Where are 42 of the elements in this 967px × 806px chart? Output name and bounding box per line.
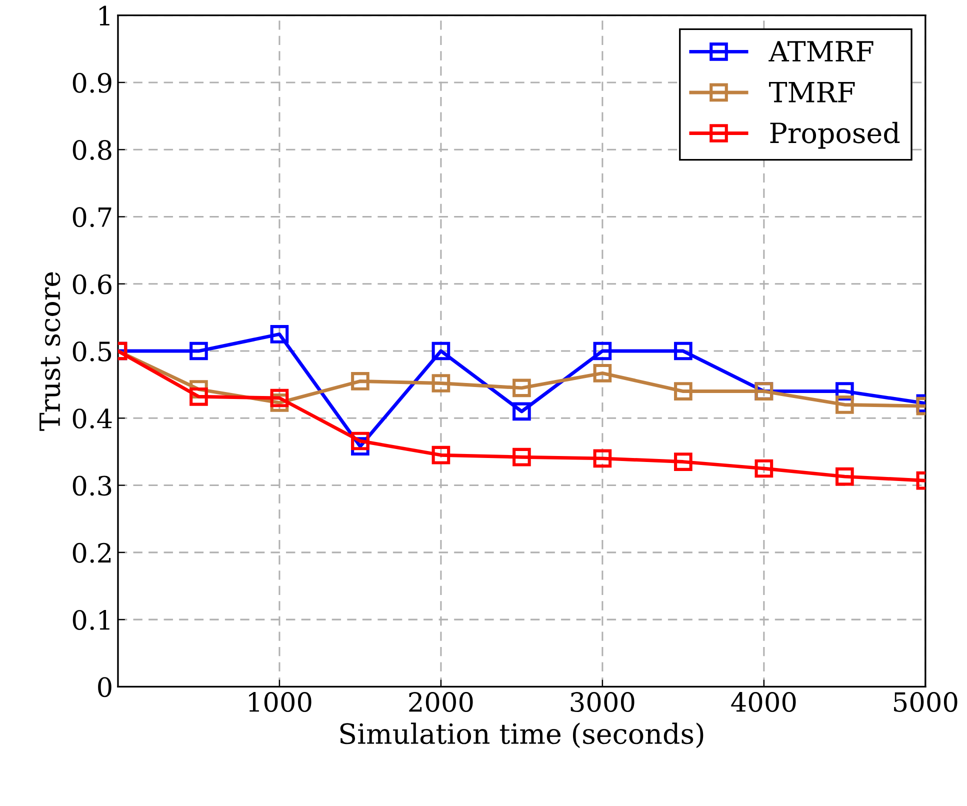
point [351, 372, 370, 390]
point [836, 467, 854, 486]
y-tick-label: 0.9 [72, 72, 112, 93]
x-tick-label: 3000 [570, 692, 634, 712]
legend-label: TMRF [769, 82, 855, 102]
x-tick-label: 4000 [731, 692, 796, 712]
x-tick-label: 2000 [409, 692, 473, 712]
point [432, 446, 450, 464]
y-tick-label: 0.4 [72, 408, 112, 429]
legend-label: Proposed [770, 122, 900, 149]
y-tick-label: 0.1 [72, 610, 110, 630]
point [593, 449, 612, 468]
y-tick-label: 1 [100, 6, 110, 26]
point [432, 374, 450, 392]
point [593, 364, 612, 382]
y-tick-label: 0.7 [72, 207, 112, 228]
x-axis-title: Simulation time (seconds) [340, 722, 704, 748]
point [270, 325, 289, 344]
point [512, 378, 531, 398]
point [836, 396, 854, 414]
point [190, 388, 208, 406]
point [674, 342, 692, 360]
y-tick-label: 0.6 [72, 274, 112, 294]
point [674, 452, 692, 471]
y-tick-label: 0.8 [72, 140, 112, 160]
point [593, 342, 612, 360]
point [190, 342, 208, 360]
point [674, 382, 692, 400]
x-tick-label: 1000 [249, 692, 312, 712]
y-tick-label: 0.3 [72, 476, 112, 496]
y-tick-label: 0.2 [72, 542, 111, 563]
y-tick-label: 0.5 [72, 341, 112, 362]
x-tick-label: 5000 [894, 692, 958, 712]
point [512, 402, 531, 421]
y-axis-title: Trust score [40, 272, 60, 431]
point [351, 432, 370, 450]
point [432, 342, 450, 360]
point [754, 459, 774, 478]
legend-label: ATMRF [768, 41, 874, 62]
y-tick-label: 0 [98, 677, 112, 698]
point [270, 388, 289, 408]
point [512, 448, 531, 466]
